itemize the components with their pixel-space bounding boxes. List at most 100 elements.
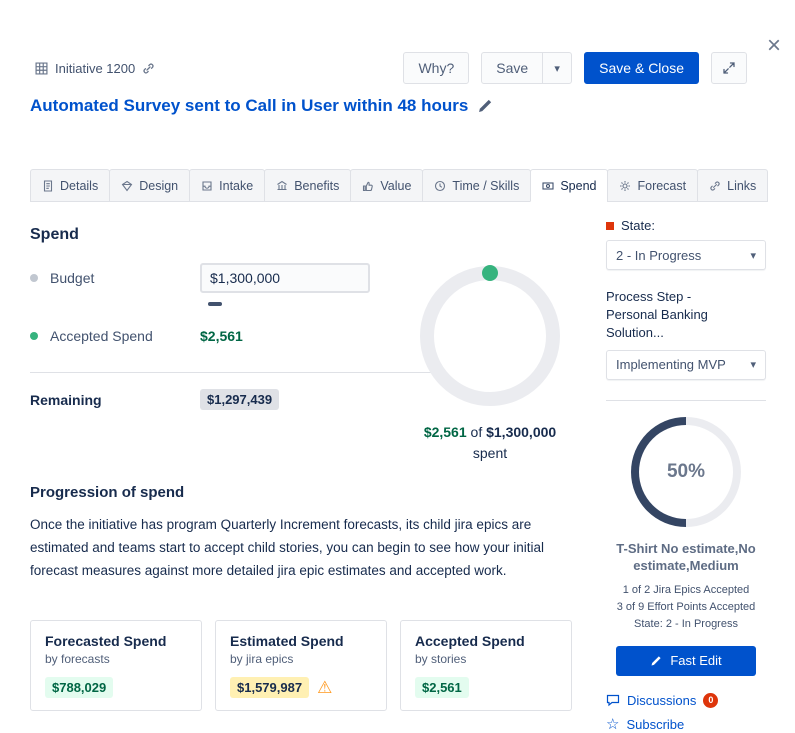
stat-effort-points: 3 of 9 Effort Points Accepted — [616, 600, 756, 613]
chevron-down-icon: ▾ — [750, 249, 756, 262]
warning-icon: ⚠ — [317, 678, 333, 697]
donut-total-value: $1,300,000 — [486, 424, 557, 440]
card-title: Forecasted Spend — [45, 633, 167, 649]
discussions-link[interactable]: Discussions 0 — [606, 692, 766, 708]
accepted-spend-value: $2,561 — [200, 328, 243, 344]
process-step-select[interactable]: Implementing MVP ▾ — [606, 349, 766, 380]
tab-design[interactable]: Design — [109, 169, 191, 202]
edit-title-pencil-icon[interactable] — [477, 98, 493, 114]
tab-label: Spend — [560, 178, 597, 193]
tshirt-estimate-text: T-Shirt No estimate,No estimate,Medium — [616, 540, 756, 574]
card-subtitle: by forecasts — [45, 652, 110, 666]
pencil-icon — [651, 656, 661, 666]
design-icon — [121, 180, 133, 191]
donut-caption: $2,561 of $1,300,000 — [402, 424, 578, 440]
tab-label: Intake — [219, 178, 254, 193]
close-icon: × — [766, 32, 781, 59]
discussions-label: Discussions — [627, 692, 697, 708]
why-button[interactable]: Why? — [403, 52, 470, 84]
save-and-close-button[interactable]: Save & Close — [584, 52, 699, 84]
item-label: Initiative 1200 — [55, 60, 136, 76]
progression-description: Once the initiative has program Quarterl… — [30, 517, 545, 578]
divider — [30, 372, 435, 373]
time-skills-clock-icon — [435, 180, 446, 191]
stat-epics: 1 of 2 Jira Epics Accepted — [622, 583, 750, 596]
page-title: Automated Survey sent to Call in User wi… — [30, 96, 469, 115]
spend-panel: Spend Budget Accepted Spend $2,561 Remai… — [30, 212, 578, 716]
tab-time-skills[interactable]: Time / Skills — [422, 169, 532, 202]
tab-label: Value — [380, 178, 412, 193]
spend-money-icon — [542, 181, 554, 190]
intake-icon — [202, 180, 212, 191]
tab-forecast[interactable]: Forecast — [607, 169, 699, 202]
save-options-button[interactable]: ▾ — [542, 52, 573, 84]
budget-label: Budget — [50, 270, 95, 286]
tab-intake[interactable]: Intake — [189, 169, 266, 202]
donut-of-text: of — [470, 424, 483, 440]
budget-input[interactable] — [200, 263, 370, 293]
progression-section: Progression of spend Once the initiative… — [30, 484, 575, 583]
item-type-label: Initiative 1200 — [35, 61, 155, 76]
fast-edit-label: Fast Edit — [670, 653, 722, 669]
divider — [606, 399, 766, 401]
save-button[interactable]: Save — [481, 52, 544, 84]
discussion-bubble-icon — [606, 695, 620, 707]
spend-heading: Spend — [30, 226, 79, 243]
state-select[interactable]: 2 - In Progress ▾ — [606, 240, 766, 270]
minus-icon[interactable] — [208, 302, 222, 306]
tab-value[interactable]: Value — [350, 169, 424, 202]
accepted-dot-icon — [30, 332, 38, 340]
donut-caption-spent: spent — [472, 445, 508, 461]
tab-benefits[interactable]: Benefits — [264, 169, 352, 202]
close-button[interactable]: × — [763, 30, 785, 62]
budget-dot-icon — [30, 274, 38, 282]
subscribe-link[interactable]: ☆ Subscribe — [606, 717, 766, 732]
tab-spend[interactable]: Spend — [530, 169, 609, 202]
chevron-down-icon: ▾ — [554, 62, 560, 75]
tab-label: Design — [139, 178, 179, 193]
card-subtitle: by stories — [415, 652, 467, 666]
donut-spent-value: $2,561 — [423, 424, 467, 440]
star-icon: ☆ — [606, 715, 620, 733]
discussions-count-badge: 0 — [703, 692, 719, 708]
tab-details[interactable]: Details — [30, 169, 111, 202]
card-value-badge: $2,561 — [415, 677, 469, 698]
state-row: State: — [606, 218, 766, 233]
tab-bar: Details Design Intake Benefits Value Tim… — [30, 168, 769, 202]
subscribe-label: Subscribe — [626, 716, 685, 732]
progress-stats: 1 of 2 Jira Epics Accepted 3 of 9 Effort… — [606, 582, 766, 633]
accepted-spend-row: Accepted Spend $2,561 — [30, 320, 435, 352]
state-select-value: 2 - In Progress — [616, 247, 702, 263]
accepted-spend-label: Accepted Spend — [50, 328, 153, 344]
details-icon — [43, 179, 53, 192]
grid-icon — [35, 61, 48, 75]
process-step-line1: Process Step - — [606, 289, 692, 304]
spend-donut-ring — [420, 265, 560, 406]
stat-state: State: 2 - In Progress — [634, 617, 738, 630]
process-step-label: Process Step - Personal Banking Solution… — [606, 288, 766, 343]
remaining-row: Remaining $1,297,439 — [30, 389, 435, 410]
spend-cards: Forecasted Spend by forecasts $788,029 E… — [30, 620, 572, 711]
tab-label: Benefits — [294, 178, 340, 193]
fast-edit-button[interactable]: Fast Edit — [616, 645, 756, 676]
process-step-value: Implementing MVP — [616, 357, 726, 373]
links-chain-icon — [710, 180, 720, 191]
progress-donut: 50% — [631, 416, 741, 527]
link-icon[interactable] — [142, 62, 155, 75]
spend-fields: Budget Accepted Spend $2,561 Remaining $… — [30, 262, 435, 410]
card-title: Accepted Spend — [415, 633, 525, 649]
progression-heading: Progression of spend — [30, 484, 185, 501]
process-step-line2: Personal Banking Solution... — [606, 307, 708, 341]
tab-links[interactable]: Links — [697, 169, 769, 202]
expand-button[interactable] — [711, 52, 747, 84]
tab-label: Links — [727, 178, 757, 193]
forecast-gear-icon — [620, 180, 631, 191]
card-title: Estimated Spend — [230, 633, 344, 649]
card-value-badge: $1,579,987 — [230, 677, 310, 698]
expand-icon — [723, 62, 735, 74]
tab-label: Time / Skills — [452, 178, 520, 193]
remaining-value-badge: $1,297,439 — [200, 389, 280, 410]
save-split-button: Save ▾ — [481, 52, 573, 84]
header: Initiative 1200 Why? Save ▾ Save & Close — [35, 52, 747, 84]
estimated-spend-card: Estimated Spend by jira epics $1,579,987… — [215, 620, 387, 711]
